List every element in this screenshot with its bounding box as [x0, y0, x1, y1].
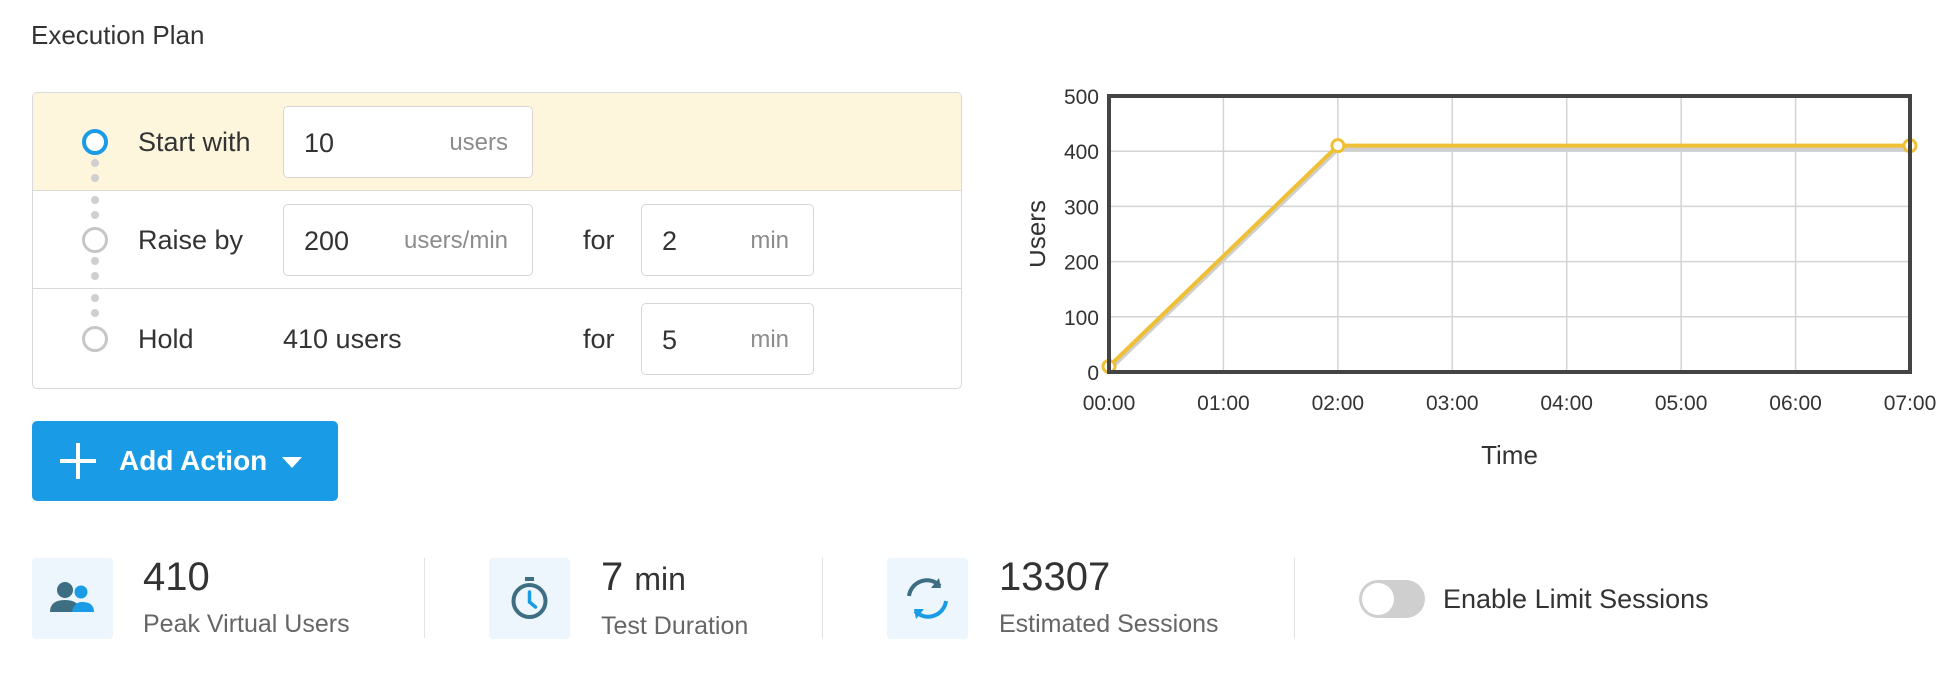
- divider: [822, 558, 823, 638]
- estimated-sessions-value: 13307: [999, 555, 1111, 599]
- test-duration-unit: min: [634, 561, 686, 597]
- add-action-button[interactable]: Add Action: [32, 421, 338, 501]
- test-duration-value: 7 min: [601, 555, 686, 600]
- limit-sessions-toggle[interactable]: [1359, 580, 1425, 618]
- y-tick-label: 0: [1087, 362, 1099, 385]
- x-tick-label: 03:00: [1426, 392, 1479, 415]
- toggle-knob: [1362, 583, 1394, 615]
- hold-duration-input[interactable]: 5 min: [641, 303, 814, 375]
- step-connector: [91, 257, 99, 280]
- stat-icon-box: [887, 558, 968, 639]
- y-tick-label: 400: [1064, 141, 1099, 164]
- plan-step-raise[interactable]: Raise by 200 users/min for 2 min: [33, 191, 961, 289]
- y-tick-label: 100: [1064, 307, 1099, 330]
- x-tick-label: 06:00: [1769, 392, 1822, 415]
- step-label: Start with: [138, 127, 251, 157]
- divider: [1294, 558, 1295, 638]
- start-users-input[interactable]: 10 users: [283, 106, 533, 178]
- x-tick-label: 01:00: [1197, 392, 1250, 415]
- peak-users-value: 410: [143, 555, 210, 599]
- x-tick-label: 04:00: [1540, 392, 1593, 415]
- hold-users-value: 410 users: [283, 324, 402, 354]
- stat-icon-box: [489, 558, 570, 639]
- limit-sessions-label: Enable Limit Sessions: [1443, 584, 1709, 614]
- start-users-unit: users: [449, 129, 508, 156]
- raise-duration-unit: min: [750, 227, 789, 254]
- users-icon: [50, 582, 94, 612]
- for-label: for: [583, 324, 615, 354]
- divider: [424, 558, 425, 638]
- raise-rate-input[interactable]: 200 users/min: [283, 204, 533, 276]
- step-radio[interactable]: [82, 227, 108, 253]
- plus-icon: [60, 443, 96, 479]
- hold-duration-unit: min: [750, 326, 789, 353]
- start-users-value: 10: [304, 128, 335, 158]
- chevron-down-icon: [282, 457, 302, 468]
- test-duration-number: 7: [601, 555, 624, 599]
- raise-rate-unit: users/min: [403, 227, 508, 254]
- stopwatch-icon: [511, 577, 548, 619]
- test-duration-label: Test Duration: [601, 612, 749, 640]
- plan-step-start[interactable]: Start with 10 users: [33, 93, 961, 191]
- step-label: Hold: [138, 324, 194, 354]
- chart-x-axis-label: Time: [1481, 440, 1538, 470]
- step-label: Raise by: [138, 225, 244, 255]
- step-radio[interactable]: [82, 326, 108, 352]
- raise-rate-value: 200: [304, 226, 350, 256]
- step-connector: [91, 294, 99, 317]
- y-tick-label: 200: [1064, 252, 1099, 275]
- step-connector: [91, 159, 99, 182]
- estimated-sessions-label: Estimated Sessions: [999, 610, 1219, 638]
- hold-duration-value: 5: [662, 325, 678, 355]
- y-tick-label: 500: [1064, 86, 1099, 109]
- page-title: Execution Plan: [31, 20, 205, 50]
- chart-y-axis-label: Users: [1030, 200, 1051, 268]
- step-radio-active[interactable]: [82, 129, 108, 155]
- series-line-shadow: [1107, 146, 1910, 372]
- raise-duration-input[interactable]: 2 min: [641, 204, 814, 276]
- y-tick-label: 300: [1064, 196, 1099, 219]
- execution-plan-steps: Start with 10 users Raise by 200 users/m…: [32, 92, 962, 389]
- add-action-label: Add Action: [119, 445, 268, 476]
- chart-frame: [1107, 94, 1912, 374]
- for-label: for: [583, 225, 615, 255]
- stat-icon-box: [32, 558, 113, 639]
- step-connector: [91, 196, 99, 219]
- x-tick-label: 07:00: [1884, 392, 1937, 415]
- users-over-time-chart: 0 100 200 300 400 500 00:00 01:00 02:00 03:00 04:…: [1030, 86, 1937, 470]
- x-tick-label: 02:00: [1312, 392, 1365, 415]
- raise-duration-value: 2: [662, 226, 678, 256]
- data-point: [1330, 138, 1346, 154]
- refresh-icon: [907, 578, 948, 619]
- x-tick-label: 05:00: [1655, 392, 1708, 415]
- x-tick-label: 00:00: [1083, 392, 1136, 415]
- plan-step-hold[interactable]: Hold 410 users for 5 min: [33, 289, 961, 388]
- peak-users-label: Peak Virtual Users: [143, 610, 350, 638]
